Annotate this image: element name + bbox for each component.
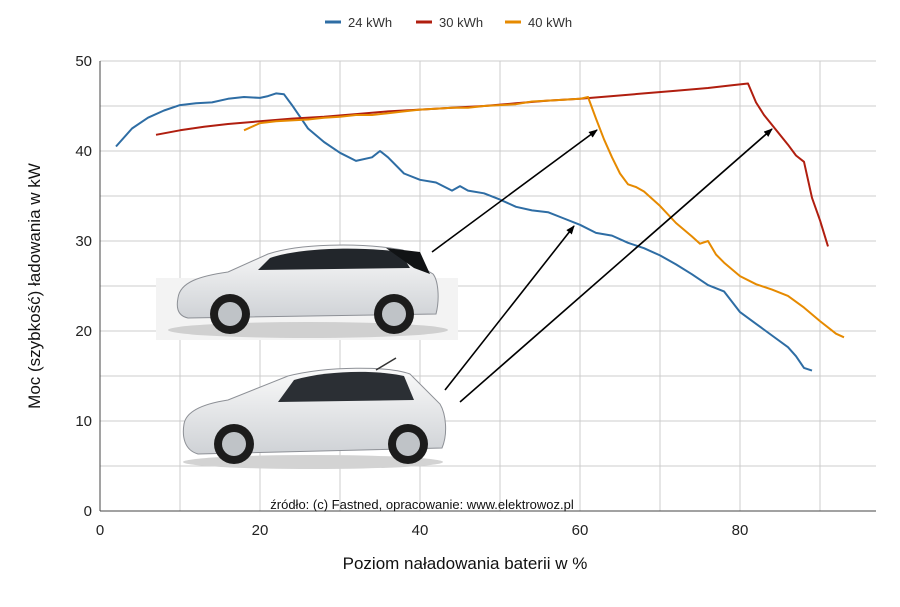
y-axis-title: Moc (szybkość) ładowania w kW — [25, 163, 44, 409]
legend-label-40-kwh: 40 kWh — [528, 15, 572, 30]
arrow-30kwh — [459, 128, 773, 403]
series-line-24-kwh — [115, 92, 813, 372]
source-note: źródło: (c) Fastned, opracowanie: www.el… — [270, 497, 574, 512]
x-tick-label-40: 40 — [412, 522, 429, 539]
legend-label-30-kwh: 30 kWh — [439, 15, 483, 30]
x-axis-title: Poziom naładowania baterii w % — [343, 554, 588, 573]
series-line-40-kwh — [243, 96, 845, 339]
x-tick-label-80: 80 — [732, 522, 749, 539]
legend-label-24-kwh: 24 kWh — [348, 15, 392, 30]
series-line-30-kwh — [155, 82, 829, 247]
arrow-40kwh — [431, 129, 598, 253]
legend: 24 kWh 30 kWh 40 kWh — [325, 15, 572, 30]
x-tick-label-20: 20 — [252, 522, 269, 539]
nissan-leaf-24-30kwh-car-image — [182, 357, 447, 469]
arrow-24kwh — [444, 225, 575, 391]
tick-labels: 0 20 40 60 80 0 10 20 30 40 50 — [75, 53, 748, 539]
annotation-arrows — [431, 128, 773, 403]
x-tick-label-60: 60 — [572, 522, 589, 539]
y-tick-label-30: 30 — [75, 233, 92, 250]
y-tick-label-10: 10 — [75, 413, 92, 430]
x-tick-label-0: 0 — [96, 522, 104, 539]
nissan-leaf-40kwh-car-image — [156, 244, 458, 340]
y-tick-label-40: 40 — [75, 143, 92, 160]
axes — [99, 61, 876, 512]
series-lines — [115, 82, 845, 372]
y-tick-label-0: 0 — [84, 503, 92, 520]
y-tick-label-50: 50 — [75, 53, 92, 70]
y-tick-label-20: 20 — [75, 323, 92, 340]
